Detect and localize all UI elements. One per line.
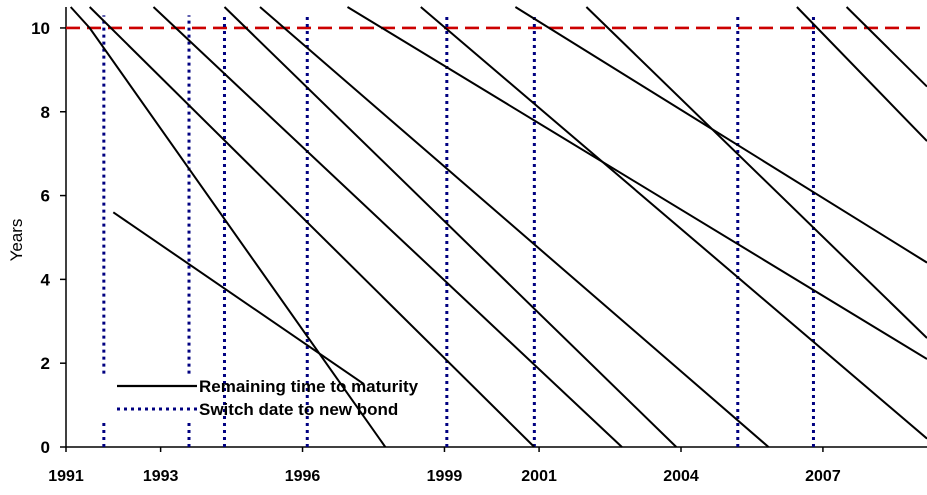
y-tick-labels: 0 2 4 6 8 10 xyxy=(31,19,50,457)
legend-label-switch: Switch date to new bond xyxy=(199,400,398,419)
maturity-line xyxy=(420,6,927,440)
x-tick-label: 1993 xyxy=(143,468,179,485)
maturity-line xyxy=(796,6,927,142)
x-tick-label: 2004 xyxy=(663,468,699,485)
y-tick-label: 8 xyxy=(41,103,50,122)
maturity-line xyxy=(514,6,927,264)
y-tick-label: 2 xyxy=(41,354,50,373)
y-axis-title: Years xyxy=(7,219,26,262)
legend: Remaining time to maturity Switch date t… xyxy=(117,377,419,419)
y-tick-label: 4 xyxy=(41,270,51,289)
maturity-line xyxy=(346,6,927,360)
axes xyxy=(60,7,927,452)
y-tick-label: 6 xyxy=(41,187,50,206)
maturity-line xyxy=(69,6,387,448)
x-tick-labels: 1991 1993 1996 1999 2001 2004 2007 xyxy=(48,468,841,485)
maturity-line xyxy=(152,6,623,448)
maturity-line xyxy=(585,6,927,339)
maturity-line xyxy=(845,6,927,88)
x-tick-label: 2007 xyxy=(805,468,841,485)
maturity-line xyxy=(223,6,677,448)
x-tick-label: 1991 xyxy=(48,468,84,485)
maturity-line xyxy=(259,6,770,448)
y-tick-label: 0 xyxy=(41,438,50,457)
x-tick-label: 1999 xyxy=(427,468,463,485)
maturity-line xyxy=(88,6,536,448)
maturity-line xyxy=(112,211,365,385)
legend-label-maturity: Remaining time to maturity xyxy=(199,377,419,396)
y-tick-label: 10 xyxy=(31,19,50,38)
x-tick-label: 1996 xyxy=(285,468,321,485)
maturity-lines xyxy=(69,6,927,448)
x-tick-label: 2001 xyxy=(521,468,557,485)
